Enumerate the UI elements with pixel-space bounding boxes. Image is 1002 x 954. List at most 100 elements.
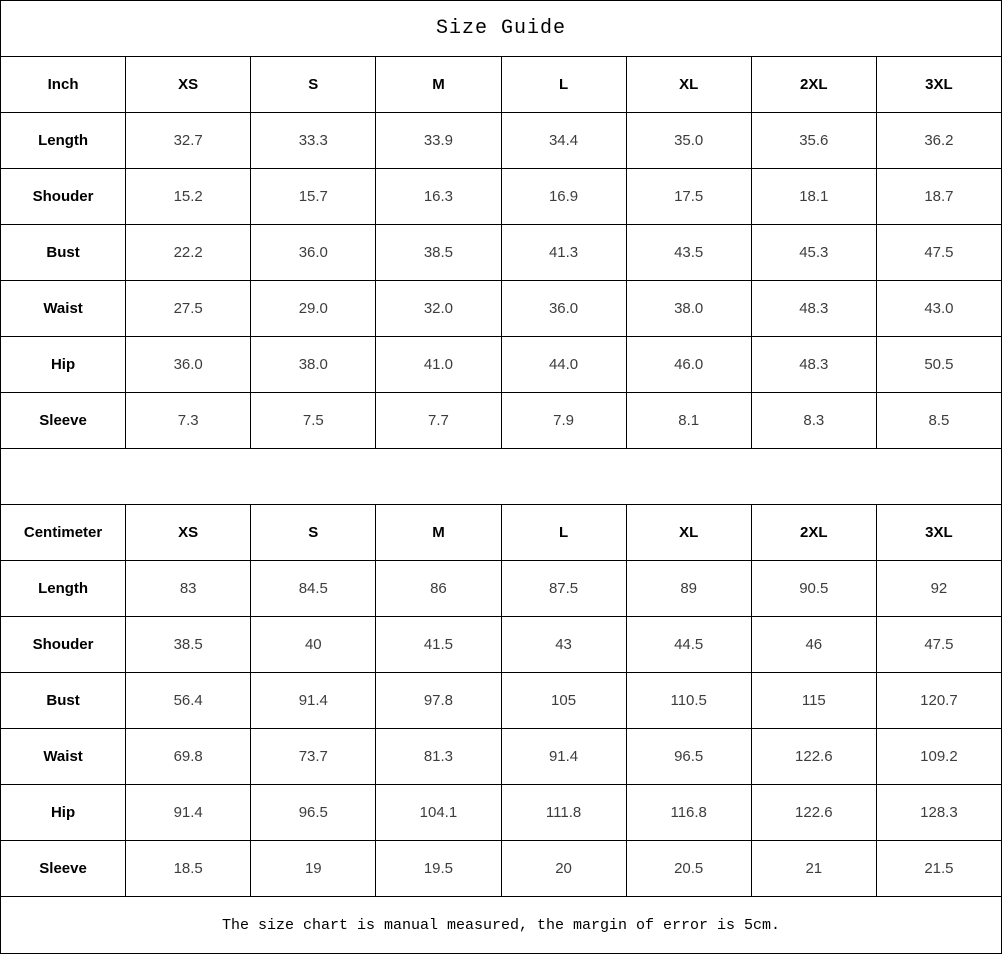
value-cell: 7.3 bbox=[125, 392, 252, 449]
row-label-cell: Sleeve bbox=[0, 840, 127, 897]
value-cell: 35.0 bbox=[625, 112, 752, 169]
value-cell: 27.5 bbox=[125, 280, 252, 337]
table-row: Sleeve 18.5 19 19.5 20 20.5 21 21.5 bbox=[0, 840, 1002, 897]
value-cell: 21.5 bbox=[875, 840, 1002, 897]
value-cell: 90.5 bbox=[750, 560, 877, 617]
value-cell: 86 bbox=[375, 560, 502, 617]
value-cell: 20.5 bbox=[625, 840, 752, 897]
value-cell: 35.6 bbox=[750, 112, 877, 169]
size-header-cell: 2XL bbox=[750, 504, 877, 561]
value-cell: 46.0 bbox=[625, 336, 752, 393]
value-cell: 111.8 bbox=[500, 784, 627, 841]
value-cell: 91.4 bbox=[500, 728, 627, 785]
value-cell: 7.7 bbox=[375, 392, 502, 449]
value-cell: 96.5 bbox=[625, 728, 752, 785]
size-header-cell: S bbox=[250, 504, 377, 561]
value-cell: 43 bbox=[500, 616, 627, 673]
value-cell: 48.3 bbox=[750, 336, 877, 393]
value-cell: 33.3 bbox=[250, 112, 377, 169]
value-cell: 33.9 bbox=[375, 112, 502, 169]
value-cell: 56.4 bbox=[125, 672, 252, 729]
value-cell: 7.5 bbox=[250, 392, 377, 449]
value-cell: 110.5 bbox=[625, 672, 752, 729]
value-cell: 15.7 bbox=[250, 168, 377, 225]
value-cell: 8.5 bbox=[875, 392, 1002, 449]
table-row: Shouder 15.2 15.7 16.3 16.9 17.5 18.1 18… bbox=[0, 168, 1002, 225]
value-cell: 87.5 bbox=[500, 560, 627, 617]
page-title: Size Guide bbox=[0, 0, 1002, 57]
value-cell: 122.6 bbox=[750, 728, 877, 785]
footer-note: The size chart is manual measured, the m… bbox=[0, 896, 1002, 954]
size-header-cell: 3XL bbox=[875, 504, 1002, 561]
value-cell: 8.1 bbox=[625, 392, 752, 449]
value-cell: 7.9 bbox=[500, 392, 627, 449]
row-label-cell: Length bbox=[0, 112, 127, 169]
row-label-cell: Length bbox=[0, 560, 127, 617]
table-row: Bust 22.2 36.0 38.5 41.3 43.5 45.3 47.5 bbox=[0, 224, 1002, 281]
value-cell: 36.0 bbox=[125, 336, 252, 393]
table-row: Bust 56.4 91.4 97.8 105 110.5 115 120.7 bbox=[0, 672, 1002, 729]
size-header-cell: XL bbox=[625, 504, 752, 561]
value-cell: 120.7 bbox=[875, 672, 1002, 729]
value-cell: 22.2 bbox=[125, 224, 252, 281]
row-label-cell: Hip bbox=[0, 336, 127, 393]
value-cell: 109.2 bbox=[875, 728, 1002, 785]
size-header-cell: M bbox=[375, 56, 502, 113]
value-cell: 18.5 bbox=[125, 840, 252, 897]
value-cell: 116.8 bbox=[625, 784, 752, 841]
size-header-cell: XS bbox=[125, 56, 252, 113]
value-cell: 44.5 bbox=[625, 616, 752, 673]
title-row: Size Guide bbox=[0, 0, 1002, 57]
value-cell: 41.5 bbox=[375, 616, 502, 673]
value-cell: 16.9 bbox=[500, 168, 627, 225]
size-header-cell: 2XL bbox=[750, 56, 877, 113]
value-cell: 32.7 bbox=[125, 112, 252, 169]
size-header-cell: M bbox=[375, 504, 502, 561]
value-cell: 41.3 bbox=[500, 224, 627, 281]
value-cell: 50.5 bbox=[875, 336, 1002, 393]
table-row: Hip 36.0 38.0 41.0 44.0 46.0 48.3 50.5 bbox=[0, 336, 1002, 393]
value-cell: 34.4 bbox=[500, 112, 627, 169]
unit-header-cell: Inch bbox=[0, 56, 127, 113]
value-cell: 48.3 bbox=[750, 280, 877, 337]
value-cell: 38.5 bbox=[125, 616, 252, 673]
value-cell: 36.2 bbox=[875, 112, 1002, 169]
size-header-cell: L bbox=[500, 56, 627, 113]
value-cell: 91.4 bbox=[250, 672, 377, 729]
value-cell: 115 bbox=[750, 672, 877, 729]
cm-header-row: Centimeter XS S M L XL 2XL 3XL bbox=[0, 504, 1002, 561]
value-cell: 15.2 bbox=[125, 168, 252, 225]
value-cell: 36.0 bbox=[500, 280, 627, 337]
value-cell: 83 bbox=[125, 560, 252, 617]
value-cell: 47.5 bbox=[875, 224, 1002, 281]
row-label-cell: Sleeve bbox=[0, 392, 127, 449]
value-cell: 29.0 bbox=[250, 280, 377, 337]
row-label-cell: Waist bbox=[0, 728, 127, 785]
value-cell: 89 bbox=[625, 560, 752, 617]
size-header-cell: 3XL bbox=[875, 56, 1002, 113]
value-cell: 43.0 bbox=[875, 280, 1002, 337]
spacer-row bbox=[0, 448, 1002, 505]
value-cell: 96.5 bbox=[250, 784, 377, 841]
value-cell: 38.5 bbox=[375, 224, 502, 281]
value-cell: 20 bbox=[500, 840, 627, 897]
unit-header-cell: Centimeter bbox=[0, 504, 127, 561]
spacer-cell bbox=[0, 448, 1002, 505]
row-label-cell: Bust bbox=[0, 672, 127, 729]
value-cell: 40 bbox=[250, 616, 377, 673]
value-cell: 18.1 bbox=[750, 168, 877, 225]
value-cell: 122.6 bbox=[750, 784, 877, 841]
value-cell: 17.5 bbox=[625, 168, 752, 225]
row-label-cell: Hip bbox=[0, 784, 127, 841]
value-cell: 32.0 bbox=[375, 280, 502, 337]
value-cell: 41.0 bbox=[375, 336, 502, 393]
value-cell: 44.0 bbox=[500, 336, 627, 393]
value-cell: 43.5 bbox=[625, 224, 752, 281]
value-cell: 105 bbox=[500, 672, 627, 729]
size-header-cell: L bbox=[500, 504, 627, 561]
value-cell: 97.8 bbox=[375, 672, 502, 729]
value-cell: 73.7 bbox=[250, 728, 377, 785]
value-cell: 19.5 bbox=[375, 840, 502, 897]
value-cell: 38.0 bbox=[250, 336, 377, 393]
